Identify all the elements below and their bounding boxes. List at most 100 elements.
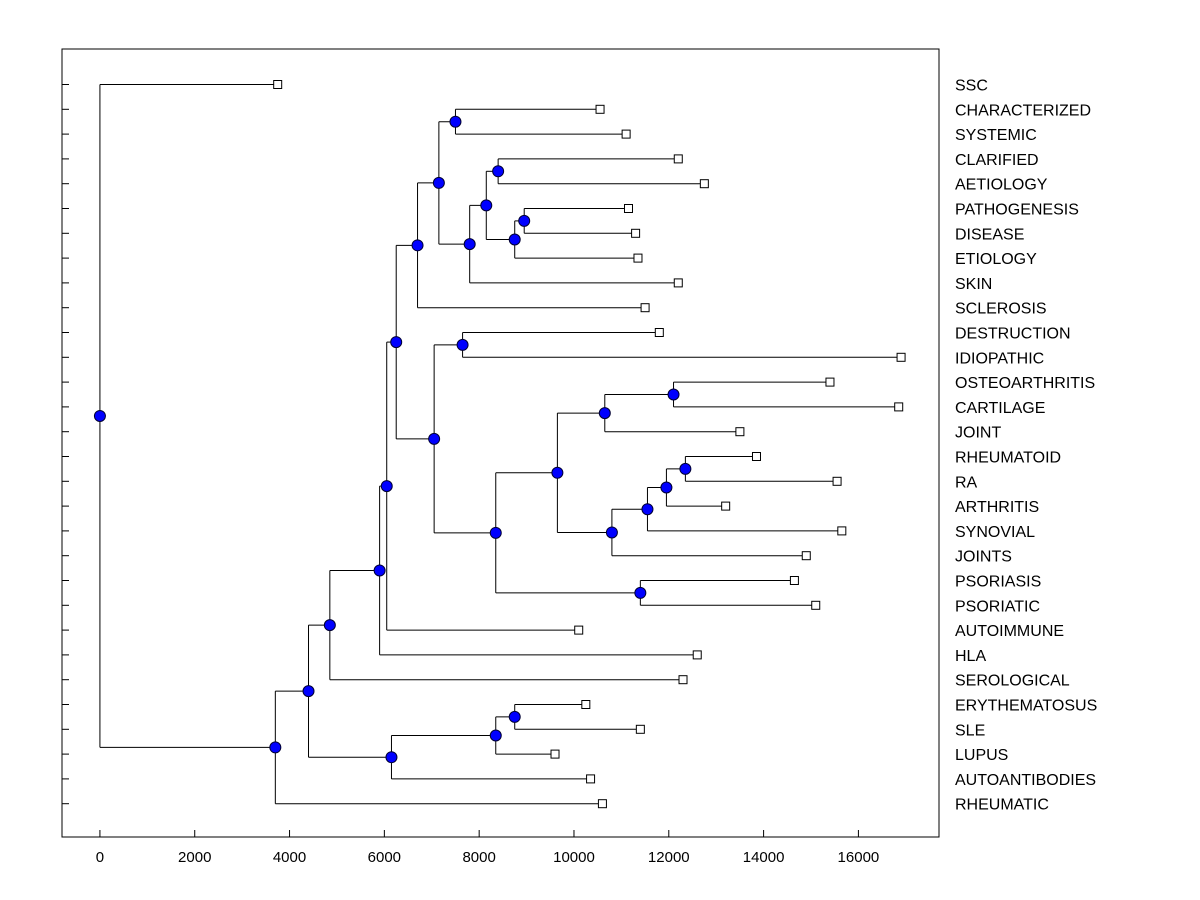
leaf-label-sle: SLE xyxy=(955,722,985,739)
leaf-marker-psoriasis xyxy=(789,576,799,585)
node-marker-n3 xyxy=(492,165,505,178)
leaf-marker-ssc xyxy=(273,80,283,89)
node-marker-n28 xyxy=(269,741,282,754)
leaf-label-aetiology: AETIOLOGY xyxy=(955,177,1048,194)
leaf-label-idiopathic: IDIOPATHIC xyxy=(955,350,1044,367)
node-marker-n6 xyxy=(449,115,462,128)
leaf-marker-idiopathic xyxy=(896,352,906,362)
node-marker-n13 xyxy=(660,481,673,494)
leaf-label-psoriatic: PSORIATIC xyxy=(955,598,1040,615)
x-tick-label-8000: 8000 xyxy=(462,849,495,866)
x-tick-label-2000: 2000 xyxy=(178,849,211,866)
leaf-label-cartilage: CARTILAGE xyxy=(955,400,1045,417)
node-marker-n5 xyxy=(463,238,476,251)
leaf-marker-etiology xyxy=(633,253,643,263)
leaf-marker-osteoarthritis xyxy=(825,377,835,387)
leaf-marker-autoimmune xyxy=(574,625,584,635)
leaf-label-clarified: CLARIFIED xyxy=(955,152,1039,169)
node-marker-n2 xyxy=(508,233,521,246)
x-tick-label-12000: 12000 xyxy=(648,849,690,866)
leaf-label-osteoarthritis: OSTEOARTHRITIS xyxy=(955,375,1095,392)
leaf-label-rheumatic: RHEUMATIC xyxy=(955,797,1049,814)
leaf-marker-characterized xyxy=(595,104,605,114)
leaf-marker-hla xyxy=(692,650,702,660)
leaf-marker-skin xyxy=(673,278,683,288)
plot-frame xyxy=(61,48,940,838)
node-marker-n22 xyxy=(373,564,386,577)
node-marker-n23 xyxy=(323,619,336,632)
leaf-label-disease: DISEASE xyxy=(955,226,1024,243)
leaf-marker-joints xyxy=(801,551,811,561)
leaf-marker-rheumatoid xyxy=(751,452,761,461)
node-marker-n12 xyxy=(679,462,692,475)
leaf-label-systemic: SYSTEMIC xyxy=(955,127,1037,144)
leaf-label-hla: HLA xyxy=(955,648,986,665)
leaf-marker-erythematosus xyxy=(581,700,591,709)
node-marker-n21 xyxy=(380,480,393,493)
x-tick-label-16000: 16000 xyxy=(838,849,880,866)
node-marker-n17 xyxy=(634,586,647,599)
leaf-marker-aetiology xyxy=(699,179,709,189)
leaf-marker-synovial xyxy=(837,526,847,536)
node-marker-n20 xyxy=(390,336,403,349)
leaf-marker-psoriatic xyxy=(811,600,821,610)
leaf-label-lupus: LUPUS xyxy=(955,747,1008,764)
leaf-marker-lupus xyxy=(550,749,560,759)
node-marker-n16 xyxy=(551,466,564,479)
leaf-label-autoantibodies: AUTOANTIBODIES xyxy=(955,772,1096,789)
node-marker-n18 xyxy=(489,526,502,539)
leaf-label-rheumatoid: RHEUMATOID xyxy=(955,450,1061,467)
leaf-label-erythematosus: ERYTHEMATOSUS xyxy=(955,698,1097,715)
node-marker-n25 xyxy=(489,729,502,742)
leaf-marker-rheumatic xyxy=(597,799,607,809)
leaf-label-destruction: DESTRUCTION xyxy=(955,326,1071,343)
x-tick-label-4000: 4000 xyxy=(273,849,306,866)
leaf-markers xyxy=(273,80,906,809)
node-marker-n10 xyxy=(667,388,680,401)
leaf-marker-serological xyxy=(678,675,688,685)
leaf-label-skin: SKIN xyxy=(955,276,992,293)
leaf-marker-cartilage xyxy=(894,402,904,412)
x-axis: 0 2000 4000 6000 8000 10000 12000 14000 16000 xyxy=(96,830,880,866)
leaf-labels: SSC CHARACTERIZED SYSTEMIC CLARIFIED AETIOLO… xyxy=(955,78,1097,814)
node-marker-n26 xyxy=(385,751,398,764)
leaf-marker-sclerosis xyxy=(640,303,650,313)
x-tick-label-10000: 10000 xyxy=(553,849,595,866)
leaf-label-serological: SEROLOGICAL xyxy=(955,673,1070,690)
leaf-marker-ra xyxy=(832,476,842,486)
node-marker-n4 xyxy=(480,199,493,212)
y-axis-ticks xyxy=(62,84,69,805)
leaf-label-arthritis: ARTHRITIS xyxy=(955,499,1039,516)
leaf-label-ssc: SSC xyxy=(955,78,988,95)
leaf-label-psoriasis: PSORIASIS xyxy=(955,574,1041,591)
x-tick-label-14000: 14000 xyxy=(743,849,785,866)
leaf-marker-pathogenesis xyxy=(623,204,633,213)
leaf-label-sclerosis: SCLEROSIS xyxy=(955,301,1047,318)
leaf-label-ra: RA xyxy=(955,474,978,491)
node-marker-n24 xyxy=(508,710,521,723)
leaf-marker-joint xyxy=(735,427,745,437)
leaf-label-joint: JOINT xyxy=(955,425,1001,442)
node-marker-n15 xyxy=(605,526,618,539)
leaf-marker-autoantibodies xyxy=(586,774,596,784)
leaf-marker-systemic xyxy=(621,129,631,139)
node-marker-n11 xyxy=(598,407,611,420)
leaf-label-etiology: ETIOLOGY xyxy=(955,251,1037,268)
leaf-marker-disease xyxy=(631,228,641,238)
dendrogram-links xyxy=(99,84,902,805)
node-marker-n1 xyxy=(518,214,531,227)
node-marker-n7 xyxy=(432,176,445,189)
leaf-marker-clarified xyxy=(673,154,683,164)
node-marker-n29 xyxy=(93,409,106,422)
node-marker-n9 xyxy=(456,338,469,351)
leaf-label-synovial: SYNOVIAL xyxy=(955,524,1035,541)
x-tick-label-6000: 6000 xyxy=(368,849,401,866)
x-tick-label-0: 0 xyxy=(96,849,104,866)
leaf-label-characterized: CHARACTERIZED xyxy=(955,102,1091,119)
node-marker-n8 xyxy=(411,239,424,252)
leaf-label-joints: JOINTS xyxy=(955,549,1012,566)
leaf-label-pathogenesis: PATHOGENESIS xyxy=(955,202,1079,219)
leaf-label-autoimmune: AUTOIMMUNE xyxy=(955,623,1064,640)
